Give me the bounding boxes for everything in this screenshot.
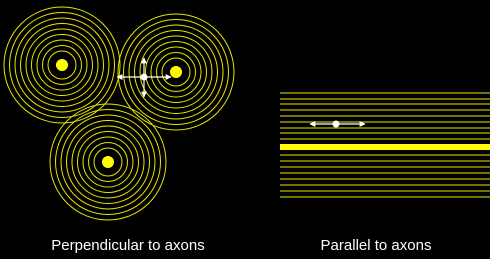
axon-core — [170, 66, 182, 78]
axon-core — [102, 156, 114, 168]
electrode — [141, 74, 148, 81]
diagram: Perpendicular to axons Parallel to axons — [0, 0, 490, 259]
caption: Perpendicular to axons — [51, 237, 204, 254]
caption: Parallel to axons — [321, 237, 432, 254]
axon-core — [56, 59, 68, 71]
page: Perpendicular to axons Parallel to axons… — [0, 0, 490, 259]
electrode — [333, 121, 340, 128]
